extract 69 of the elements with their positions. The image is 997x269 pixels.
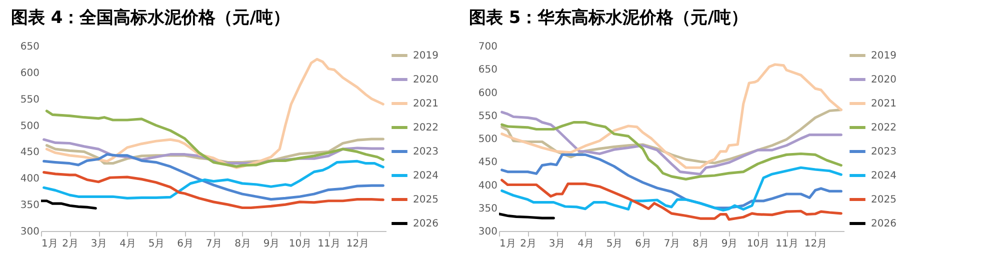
legend-label: 2023 bbox=[413, 146, 438, 158]
legend-label: 2021 bbox=[871, 98, 896, 110]
x-tick-label: 5月 bbox=[148, 238, 165, 250]
y-tick-label: 550 bbox=[478, 110, 498, 122]
y-tick-label: 400 bbox=[478, 180, 498, 192]
legend-label: 2026 bbox=[871, 218, 896, 230]
y-tick-label: 300 bbox=[20, 226, 40, 238]
x-tick-label: 4月 bbox=[120, 238, 136, 250]
line-series bbox=[500, 166, 842, 212]
line-series bbox=[42, 153, 384, 201]
x-tick-label: 12月 bbox=[346, 238, 370, 250]
x-tick-label: 4月 bbox=[578, 238, 594, 250]
chart-title: 图表 5：华东高标水泥价格（元/吨） bbox=[469, 8, 748, 28]
legend-label: 2020 bbox=[413, 74, 438, 86]
legend-label: 2024 bbox=[871, 170, 896, 182]
y-tick-label: 400 bbox=[20, 174, 40, 185]
y-tick-label: 450 bbox=[20, 147, 40, 158]
y-tick-label: 650 bbox=[20, 42, 40, 52]
x-tick-label: 3月 bbox=[90, 238, 108, 250]
y-tick-label: 550 bbox=[20, 94, 40, 106]
line-series bbox=[500, 178, 842, 221]
x-tick-label: 8月 bbox=[692, 238, 709, 250]
x-tick-label: 3月 bbox=[548, 238, 566, 250]
y-tick-label: 500 bbox=[478, 134, 498, 145]
y-tick-label: 700 bbox=[478, 42, 498, 52]
y-tick-label: 600 bbox=[478, 88, 498, 99]
line-series bbox=[45, 110, 384, 168]
x-tick-label: 1月 bbox=[500, 238, 516, 250]
chart-title: 图表 4：全国高标水泥价格（元/吨） bbox=[11, 8, 290, 28]
legend-label: 2022 bbox=[871, 122, 896, 134]
legend-label: 2019 bbox=[871, 50, 896, 62]
line-series bbox=[41, 200, 97, 210]
x-tick-label: 1月 bbox=[42, 238, 58, 250]
x-tick-label: 10月 bbox=[288, 238, 312, 250]
x-tick-label: 12月 bbox=[804, 238, 828, 250]
line-series bbox=[42, 171, 384, 210]
legend-label: 2025 bbox=[871, 194, 896, 206]
x-tick-label: 5月 bbox=[606, 238, 623, 250]
line-series bbox=[500, 121, 842, 180]
y-tick-label: 600 bbox=[20, 68, 40, 79]
x-tick-label: 9月 bbox=[721, 238, 738, 250]
x-tick-label: 2月 bbox=[520, 238, 536, 250]
legend-label: 2022 bbox=[413, 122, 438, 134]
legend-label: 2020 bbox=[871, 74, 896, 86]
legend-label: 2021 bbox=[413, 98, 438, 110]
legend-label: 2023 bbox=[871, 146, 896, 158]
x-tick-label: 7月 bbox=[664, 238, 680, 250]
line-series bbox=[42, 160, 384, 200]
x-tick-label: 8月 bbox=[234, 238, 251, 250]
x-tick-label: 9月 bbox=[263, 238, 280, 250]
x-tick-label: 10月 bbox=[746, 238, 770, 250]
y-tick-label: 350 bbox=[478, 203, 498, 214]
y-tick-label: 450 bbox=[478, 157, 498, 168]
x-tick-label: 6月 bbox=[635, 238, 652, 250]
x-tick-label: 2月 bbox=[62, 238, 78, 250]
x-tick-label: 7月 bbox=[206, 238, 222, 250]
legend-label: 2025 bbox=[413, 194, 438, 206]
x-tick-label: 6月 bbox=[177, 238, 194, 250]
y-tick-label: 500 bbox=[20, 120, 40, 132]
line-series bbox=[500, 110, 842, 176]
legend-label: 2026 bbox=[413, 218, 438, 230]
y-tick-label: 300 bbox=[478, 226, 498, 238]
y-tick-label: 350 bbox=[20, 200, 40, 212]
x-tick-label: 11月 bbox=[318, 238, 340, 250]
y-tick-label: 650 bbox=[478, 64, 498, 76]
legend-label: 2024 bbox=[413, 170, 438, 182]
x-tick-label: 11月 bbox=[776, 238, 798, 250]
legend-label: 2019 bbox=[413, 50, 438, 62]
line-series bbox=[500, 63, 842, 169]
